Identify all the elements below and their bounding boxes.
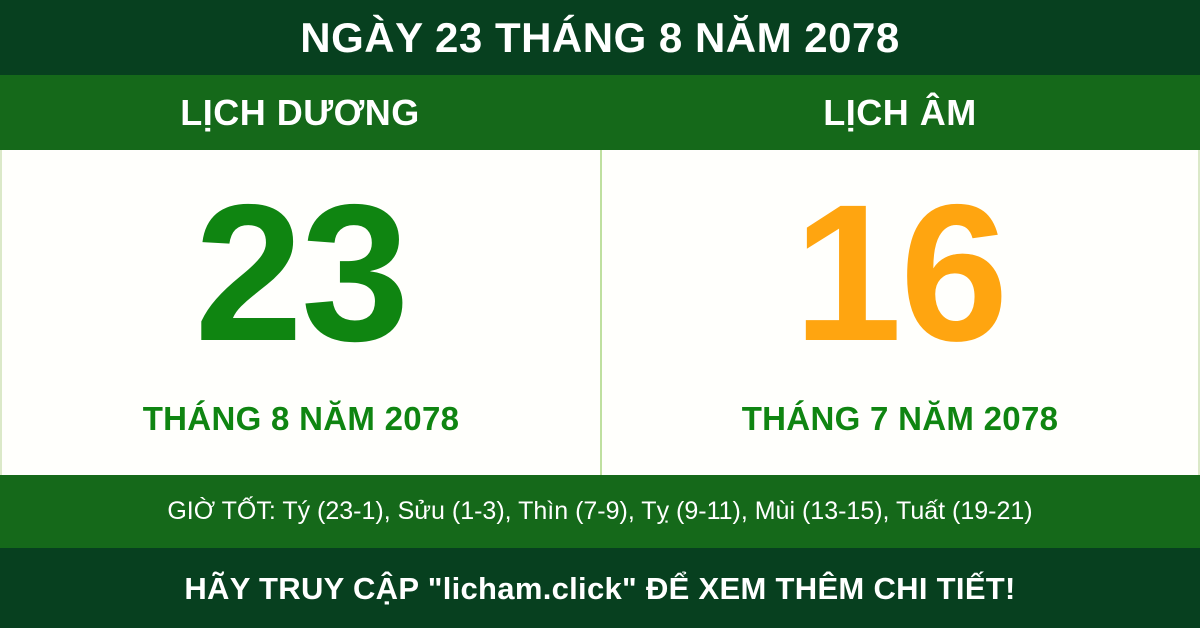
solar-calendar-panel: 23 THÁNG 8 NĂM 2078	[2, 150, 600, 475]
good-hours-band: GIỜ TỐT: Tý (23-1), Sửu (1-3), Thìn (7-9…	[0, 475, 1200, 548]
lunar-calendar-panel: 16 THÁNG 7 NĂM 2078	[600, 150, 1198, 475]
calendar-type-header-row: LỊCH DƯƠNG LỊCH ÂM	[0, 75, 1200, 150]
solar-calendar-label: LỊCH DƯƠNG	[180, 91, 420, 133]
lunar-day-number: 16	[793, 163, 1009, 382]
solar-day-number: 23	[194, 163, 410, 382]
footer-cta-text: HÃY TRUY CẬP "licham.click" ĐỂ XEM THÊM …	[184, 570, 1016, 606]
lunar-month-year: THÁNG 7 NĂM 2078	[741, 400, 1059, 437]
footer-band: HÃY TRUY CẬP "licham.click" ĐỂ XEM THÊM …	[0, 548, 1200, 628]
solar-month-year: THÁNG 8 NĂM 2078	[142, 400, 460, 437]
good-hours-text: GIỜ TỐT: Tý (23-1), Sửu (1-3), Thìn (7-9…	[167, 497, 1033, 525]
page-title: NGÀY 23 THÁNG 8 NĂM 2078	[300, 13, 900, 61]
solar-calendar-header-cell: LỊCH DƯƠNG	[0, 75, 600, 150]
header-band: NGÀY 23 THÁNG 8 NĂM 2078	[0, 0, 1200, 75]
calendar-panels: 23 THÁNG 8 NĂM 2078 16 THÁNG 7 NĂM 2078	[0, 150, 1200, 475]
lunar-calendar-header-cell: LỊCH ÂM	[600, 75, 1200, 150]
lunar-calendar-label: LỊCH ÂM	[823, 91, 977, 133]
